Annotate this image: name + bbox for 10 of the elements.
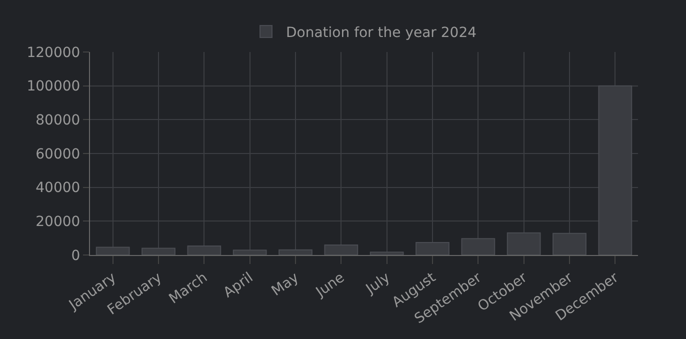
x-tick-label: May — [268, 270, 302, 300]
legend-label: Donation for the year 2024 — [286, 25, 477, 41]
y-tick-label: 60000 — [36, 146, 80, 162]
y-tick-label: 80000 — [36, 112, 80, 129]
x-tick-label: July — [362, 270, 394, 298]
y-tick-label: 100000 — [26, 78, 80, 95]
y-tick-label: 40000 — [36, 180, 80, 196]
y-tick-label: 120000 — [26, 44, 80, 61]
y-tick-label: 20000 — [36, 214, 80, 230]
y-tick-label: 0 — [71, 248, 80, 264]
